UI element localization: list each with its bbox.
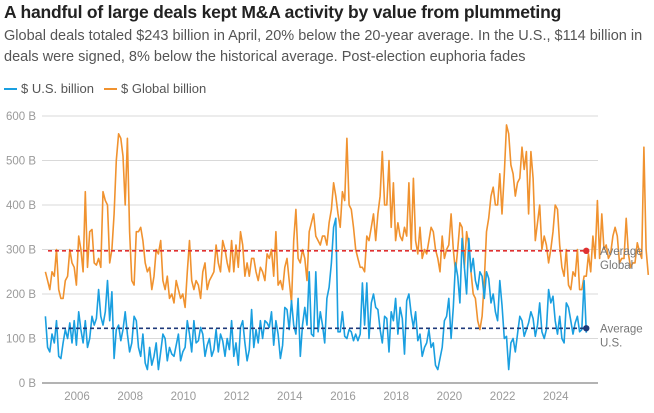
reference-label-global: Average: [600, 246, 643, 258]
legend-swatch-global: [103, 87, 117, 90]
legend-label-global: $ Global billion: [120, 81, 207, 96]
chart-title: A handful of large deals kept M&A activi…: [4, 2, 562, 22]
y-tick-label: 500 B: [6, 156, 36, 168]
y-tick-label: 200 B: [6, 289, 36, 301]
reference-label-global: Global: [600, 260, 633, 272]
y-tick-label: 100 B: [6, 334, 36, 346]
legend-swatch-us: [4, 87, 17, 90]
x-tick-label: 2006: [64, 391, 90, 403]
x-tick-label: 2012: [224, 391, 250, 403]
x-tick-label: 2016: [330, 391, 356, 403]
x-tick-label: 2018: [383, 391, 409, 403]
legend: $ U.S. billion $ Global billion: [4, 81, 216, 96]
chart-subtitle: Global deals totaled $243 billion in Apr…: [4, 28, 643, 65]
x-tick-label: 2008: [117, 391, 143, 403]
y-tick-label: 0 B: [19, 378, 37, 390]
legend-item-us: $ U.S. billion: [4, 81, 94, 96]
reference-dot-us: [583, 325, 590, 332]
legend-label-us: $ U.S. billion: [21, 81, 94, 96]
legend-item-global: $ Global billion: [103, 81, 207, 96]
reference-label-us: Average: [600, 323, 643, 335]
x-tick-label: 2014: [277, 391, 303, 403]
y-tick-label: 600 B: [6, 111, 36, 123]
series-line-global: [44, 124, 650, 331]
x-tick-label: 2022: [490, 391, 516, 403]
x-tick-label: 2024: [543, 391, 569, 403]
x-tick-label: 2020: [437, 391, 463, 403]
x-tick-label: 2010: [171, 391, 197, 403]
y-tick-label: 400 B: [6, 200, 36, 212]
reference-dot-global: [583, 247, 590, 255]
reference-label-us: U.S.: [600, 337, 622, 349]
y-tick-label: 300 B: [6, 245, 36, 257]
series-line-us: [44, 217, 588, 371]
